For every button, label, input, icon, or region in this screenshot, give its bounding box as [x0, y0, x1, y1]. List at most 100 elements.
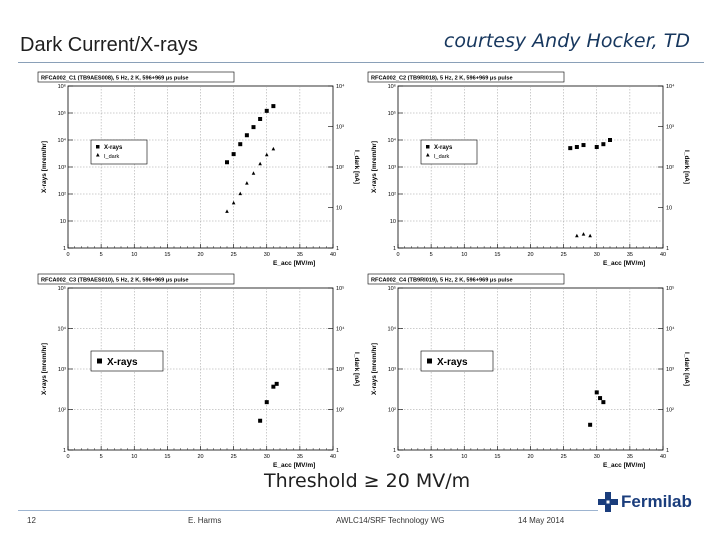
x-tick-label: 5 [100, 454, 103, 460]
y2-tick-label: 10³ [336, 125, 344, 131]
dark-current-point [264, 152, 269, 157]
legend-label: X-rays [107, 357, 138, 368]
y-tick-label: 10³ [58, 165, 66, 171]
legend-box [420, 139, 478, 165]
chart-c3: RFCA002_C3 (TB9AES010), 5 Hz, 2 K, 596+9… [37, 273, 360, 469]
xray-point [601, 400, 606, 405]
x-tick-label: 5 [430, 454, 433, 460]
y2-tick-label: 10² [336, 165, 344, 171]
y2-tick-label: 10² [336, 408, 344, 414]
y-axis-label: X-rays [mrem/hr] [371, 343, 378, 395]
y-tick-label: 10³ [388, 165, 396, 171]
title-divider [18, 62, 704, 63]
y2-tick-label: 10³ [666, 367, 674, 373]
y2-tick-label: 10⁵ [666, 285, 674, 292]
dark-current-point [581, 232, 586, 236]
x-tick-label: 20 [197, 252, 203, 258]
dark-current-point [251, 171, 256, 175]
dark-current-point [588, 233, 592, 238]
x-tick-label: 30 [594, 454, 600, 460]
x-axis-label: E_acc [MV/m] [273, 462, 315, 469]
chart-title: RFCA002_C3 (TB9AES010), 5 Hz, 2 K, 596+9… [41, 278, 189, 284]
footer-date: 14 May 2014 [518, 516, 565, 525]
y2-tick-label: 10⁴ [666, 326, 675, 333]
chart-c4: RFCA002_C4 (TB9RI019), 5 Hz, 2 K, 596+96… [367, 273, 690, 469]
xray-point [264, 400, 269, 405]
y-axis-label: X-rays [mrem/hr] [41, 343, 48, 395]
y-tick-label: 1 [393, 448, 396, 454]
legend-xray-marker [426, 145, 430, 149]
dark-current-point [238, 191, 243, 196]
y2-tick-label: 10² [666, 408, 674, 414]
xray-point [231, 152, 236, 157]
xray-point [225, 160, 229, 165]
x-tick-label: 35 [627, 252, 633, 258]
y2-tick-label: 10² [666, 165, 674, 171]
xray-point [258, 116, 263, 121]
x-tick-label: 10 [461, 454, 467, 460]
chart-panel-c2: RFCA002_C2 (TB9RI018), 5 Hz, 2 K, 596+96… [366, 70, 693, 268]
xray-point [594, 390, 599, 395]
chart-title-box [37, 71, 235, 83]
y-tick-label: 10² [388, 192, 396, 198]
legend-box [90, 350, 164, 372]
y-axis-label: X-rays [mrem/hr] [371, 141, 378, 193]
xray-point [244, 133, 249, 138]
chart-title-box [367, 71, 565, 83]
x-tick-label: 15 [494, 252, 500, 258]
x-tick-label: 5 [430, 252, 433, 258]
xray-point [574, 145, 579, 150]
legend-label: X-rays [434, 145, 453, 151]
x-tick-label: 0 [396, 252, 399, 258]
chart-title-box [367, 273, 565, 285]
y-tick-label: 10³ [58, 367, 66, 373]
x-tick-label: 30 [594, 252, 600, 258]
dark-current-point [271, 146, 276, 151]
x-tick-label: 20 [527, 252, 533, 258]
x-tick-label: 40 [660, 454, 666, 460]
chart-panel-c3: RFCA002_C3 (TB9AES010), 5 Hz, 2 K, 596+9… [36, 272, 363, 470]
y-tick-label: 10² [58, 192, 66, 198]
chart-title-box [37, 273, 235, 285]
chart-title: RFCA002_C2 (TB9RI018), 5 Hz, 2 K, 596+96… [371, 76, 513, 82]
y-tick-label: 10⁵ [58, 285, 66, 292]
threshold-note: Threshold ≥ 20 MV/m [264, 470, 471, 492]
x-tick-label: 25 [561, 454, 567, 460]
y2-axis-label: I_dark [nA] [353, 352, 360, 386]
xray-point [251, 125, 256, 130]
xray-point [271, 104, 276, 109]
x-axis-label: E_acc [MV/m] [603, 462, 645, 469]
y2-tick-label: 10 [336, 206, 342, 212]
y-tick-label: 10² [388, 408, 396, 414]
chart-title: RFCA002_C4 (TB9RI019), 5 Hz, 2 K, 596+96… [371, 278, 513, 284]
chart-panel-c4: RFCA002_C4 (TB9RI019), 5 Hz, 2 K, 596+96… [366, 272, 693, 470]
y-tick-label: 1 [63, 246, 66, 252]
dark-current-point [225, 209, 229, 213]
legend-label: X-rays [104, 145, 123, 151]
chart-title: RFCA002_C1 (TB9AES008), 5 Hz, 2 K, 596+9… [41, 76, 189, 82]
x-tick-label: 0 [396, 454, 399, 460]
x-tick-label: 10 [131, 252, 137, 258]
legend-label: I_dark [434, 154, 450, 160]
y-tick-label: 10⁴ [388, 326, 397, 333]
y2-tick-label: 1 [336, 448, 339, 454]
y2-tick-label: 10⁴ [666, 83, 675, 90]
legend-xray-marker [97, 358, 102, 364]
fermilab-logo-text: Fermilab [621, 492, 692, 511]
x-tick-label: 25 [561, 252, 567, 258]
footer-divider [18, 510, 598, 511]
x-tick-label: 5 [100, 252, 103, 258]
y-tick-label: 1 [393, 246, 396, 252]
y2-axis-label: I_dark [nA] [683, 352, 690, 386]
chart-panel-c1: RFCA002_C1 (TB9AES008), 5 Hz, 2 K, 596+9… [36, 70, 363, 268]
legend-box [420, 350, 494, 372]
footer-event: AWLC14/SRF Technology WG [336, 516, 445, 525]
chart-c2: RFCA002_C2 (TB9RI018), 5 Hz, 2 K, 596+96… [367, 71, 690, 267]
y-tick-label: 1 [63, 448, 66, 454]
y-tick-label: 10⁵ [388, 285, 396, 292]
page-title: Dark Current/X-rays [20, 34, 198, 56]
legend-label: X-rays [437, 357, 468, 368]
fermilab-logo: Fermilab [598, 492, 692, 512]
x-tick-label: 30 [264, 252, 270, 258]
legend-label: I_dark [104, 154, 120, 160]
